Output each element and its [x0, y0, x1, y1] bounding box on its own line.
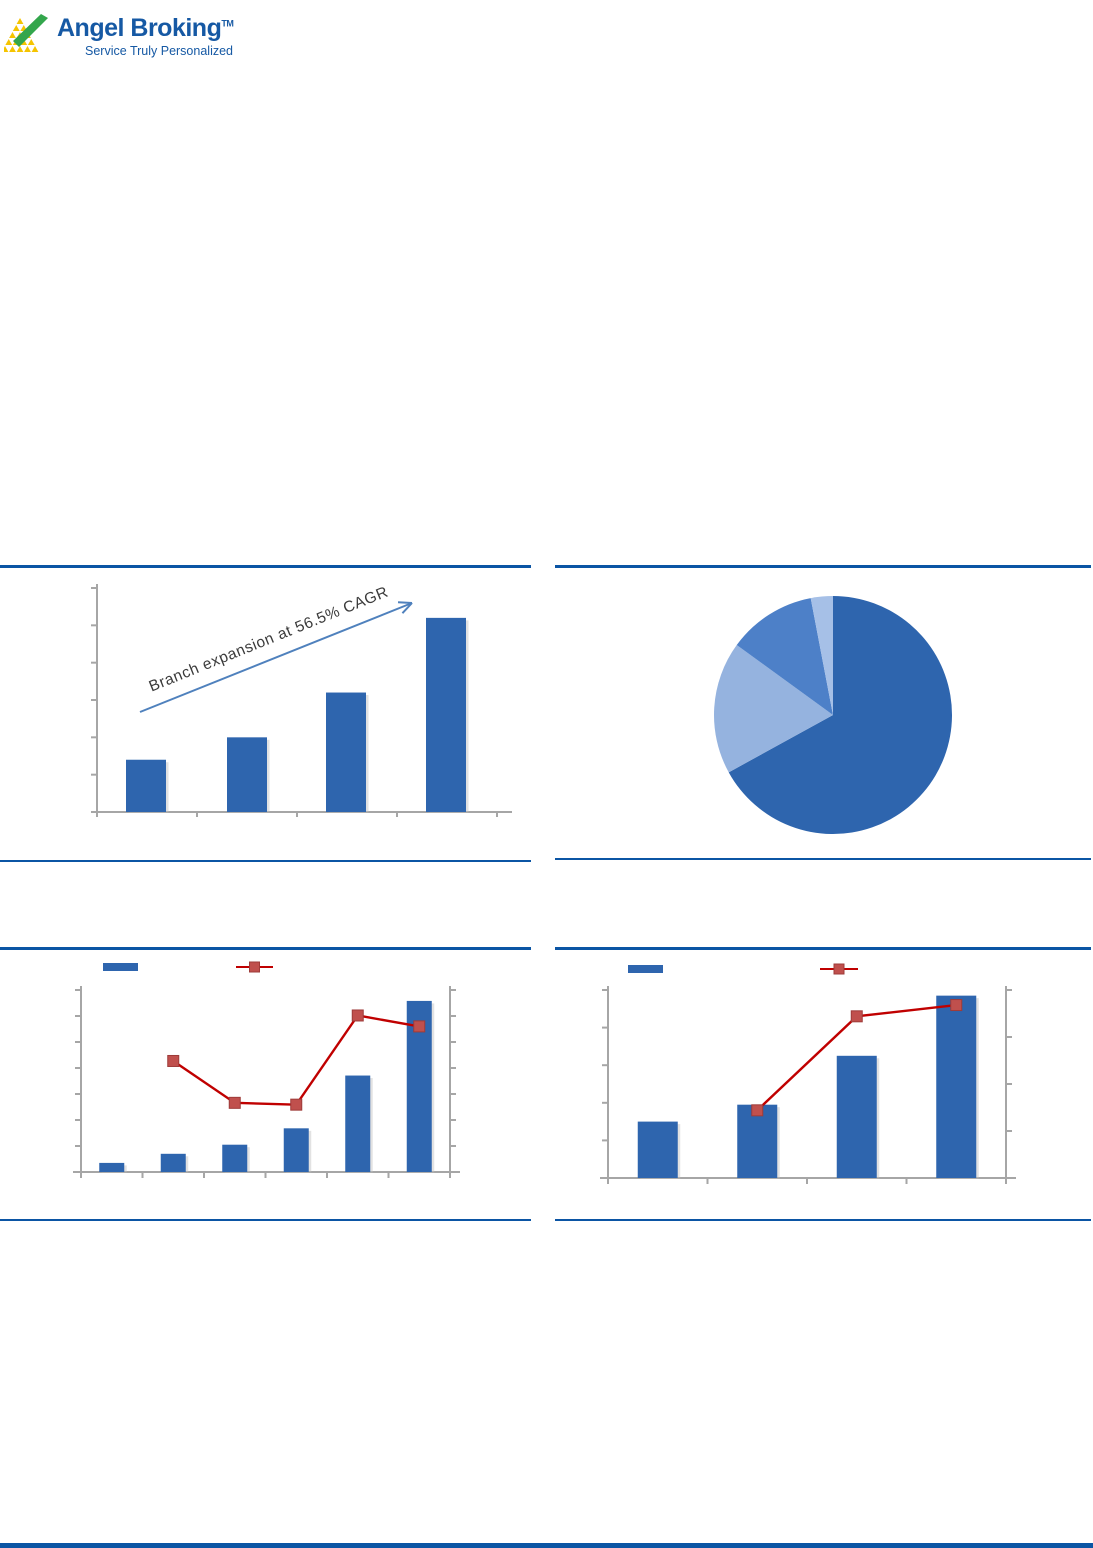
line-marker [228, 1096, 241, 1109]
line-marker [290, 1098, 303, 1111]
bar [222, 1144, 248, 1172]
exhibit-row1-bottom-rule-left [0, 860, 531, 862]
pie-slice-1 [713, 645, 833, 773]
trend-arrowhead [401, 602, 413, 614]
bar [227, 737, 267, 812]
bar [637, 1121, 678, 1178]
legend-line-marker [833, 963, 845, 975]
brand-name-text: Angel Broking [57, 14, 222, 42]
exhibit-row2-bottom-rule-right [555, 1219, 1091, 1221]
legend-line-marker [249, 961, 260, 973]
line-marker [751, 1104, 764, 1117]
bar [160, 1153, 186, 1172]
bar [345, 1075, 371, 1172]
legend-bar-swatch [628, 965, 663, 973]
bar [126, 759, 166, 812]
exhibit-row2-top-rule-left [0, 947, 531, 950]
pie-slice-3 [810, 596, 833, 715]
line-marker [351, 1009, 364, 1022]
exhibit-row2-bottom-rule-left [0, 1219, 531, 1221]
bar [99, 1162, 125, 1172]
chart-combo-six-bars [73, 961, 460, 1178]
brand-tagline: Service Truly Personalized [85, 44, 233, 58]
angel-broking-logo-mark-icon [4, 14, 48, 52]
chart-combo-four-bars [600, 963, 1016, 1184]
legend-bar-swatch [103, 963, 138, 971]
exhibit-row1-top-rule-right [555, 565, 1091, 568]
bar [283, 1128, 309, 1172]
chart-segment-pie [713, 596, 952, 835]
trend-arrowhead [397, 601, 413, 604]
trademark-symbol: TM [221, 18, 234, 29]
line-marker [950, 999, 963, 1012]
pie-slice-0 [728, 596, 952, 835]
line-marker [850, 1010, 863, 1023]
exhibit-row1-bottom-rule-right [555, 858, 1091, 860]
bar [426, 617, 466, 812]
page-footer-rule [0, 1543, 1093, 1548]
logo-text: Angel BrokingTM Service Truly Personaliz… [57, 14, 237, 58]
exhibit-row2-top-rule-right [555, 947, 1091, 950]
line-marker [167, 1054, 180, 1067]
bar [936, 995, 977, 1178]
bar [737, 1104, 778, 1178]
pie-slice-2 [736, 598, 833, 715]
line-series [172, 1014, 420, 1106]
angel-broking-logo: Angel BrokingTM Service Truly Personaliz… [2, 6, 242, 70]
exhibit-row1-top-rule-left [0, 565, 531, 568]
chart-branch-expansion [91, 584, 512, 817]
trend-arrow [139, 602, 413, 713]
bar [836, 1055, 877, 1178]
brand-name: Angel BrokingTM [57, 14, 237, 43]
bar [326, 692, 366, 812]
line-marker [413, 1020, 426, 1033]
